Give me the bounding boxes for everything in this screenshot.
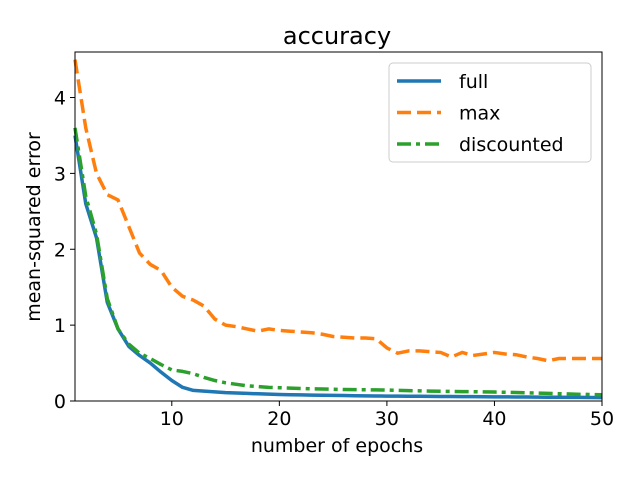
legend-label-full: full [459,71,488,93]
axes-frame [74,51,603,402]
y-tick-label: 4 [54,88,66,110]
y-tick-label: 1 [54,315,66,337]
axis-ticks: 10 20 30 40 50 0 1 2 3 4 [54,88,614,430]
legend: full max discounted [388,62,592,163]
x-tick-label: 30 [375,408,399,430]
x-tick-label: 50 [590,408,614,430]
series-line-discounted [73,127,603,397]
plot-area [73,59,603,400]
y-axis-label: mean-squared error [23,132,45,322]
x-tick-label: 20 [267,408,291,430]
chart-title: accuracy [283,22,391,50]
legend-box [388,62,592,163]
series-line-max [73,59,602,363]
x-axis-label: number of epochs [251,435,423,457]
x-tick-label: 40 [482,408,506,430]
y-tick-label: 3 [54,163,66,185]
legend-label-max: max [459,103,500,125]
x-tick-label: 10 [160,408,184,430]
legend-label-discounted: discounted [459,134,564,156]
y-tick-label: 0 [54,391,66,413]
series-line-full [73,135,603,400]
y-tick-label: 2 [54,239,66,261]
